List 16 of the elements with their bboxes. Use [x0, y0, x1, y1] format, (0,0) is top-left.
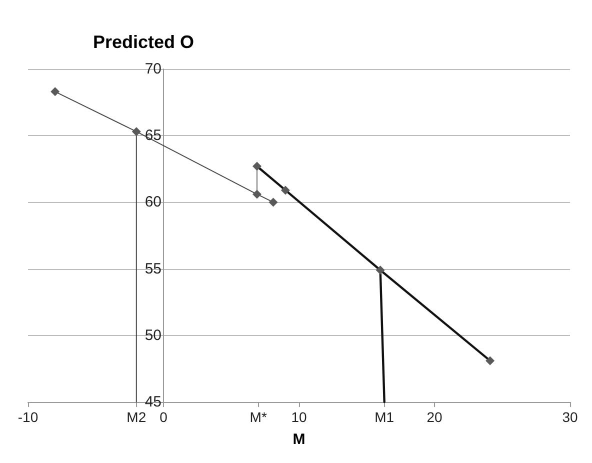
x-tick-label: 0: [160, 409, 168, 425]
x-tick-label: M1: [374, 409, 394, 425]
y-tick-label: 65: [144, 127, 162, 144]
y-tick-label: 50: [144, 326, 162, 344]
y-tick-label: 45: [144, 394, 162, 410]
x-axis-title: M: [292, 431, 306, 448]
x-tick-label: 10: [291, 409, 307, 425]
y-tick-label: 60: [144, 194, 162, 211]
x-tick-label: -10: [18, 409, 38, 425]
y-tick-label: 55: [144, 260, 162, 278]
y-tick-label: 70: [144, 60, 162, 78]
chart-title: Predicted O: [93, 32, 194, 52]
x-tick-label: M2: [126, 409, 146, 425]
x-tick-label: 20: [426, 409, 442, 425]
x-tick-label: M*: [250, 409, 268, 425]
x-tick-label: 30: [562, 409, 578, 425]
